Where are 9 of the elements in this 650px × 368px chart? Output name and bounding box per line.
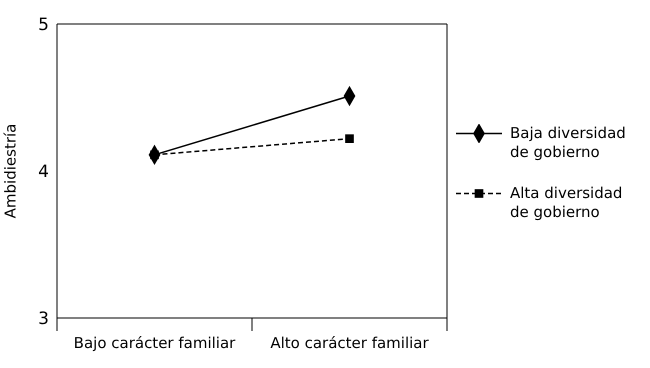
y-axis-title: Ambidiestría [1, 124, 20, 218]
legend-label: Baja diversidad de gobierno [510, 124, 627, 162]
y-tick-label: 5 [38, 15, 49, 36]
y-tick-label: 4 [38, 162, 49, 182]
point [345, 134, 354, 143]
legend-label: Alta diversidad de gobierno [510, 184, 624, 222]
y-tick-label: 3 [38, 309, 49, 330]
x-tick-label: Alto carácter familiar [270, 334, 430, 352]
x-tick-label: Bajo carácter familiar [74, 334, 236, 352]
